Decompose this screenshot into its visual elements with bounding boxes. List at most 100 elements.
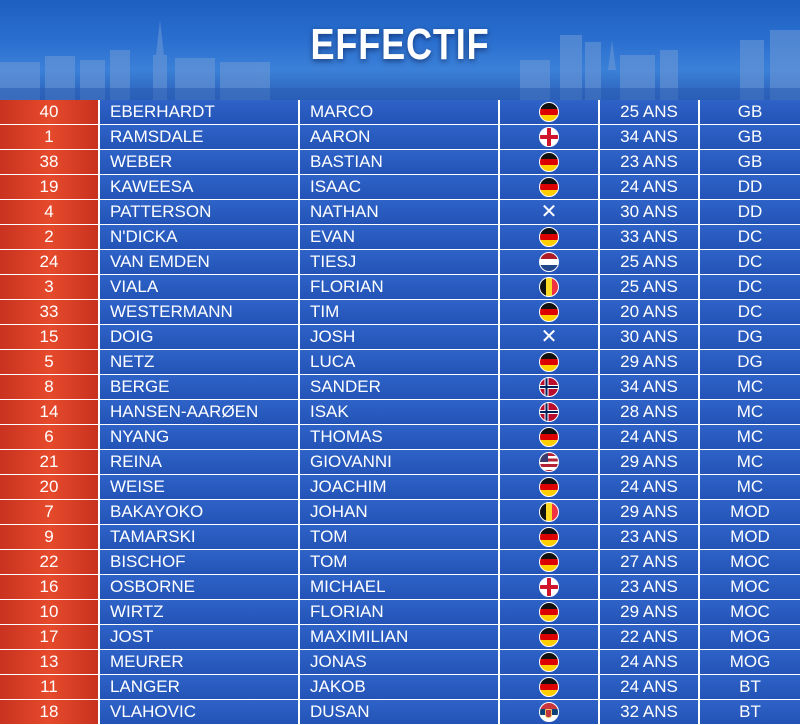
usa-flag-icon [539, 452, 559, 472]
table-row: 7 BAKAYOKO JOHAN 29 ANS MOD [0, 500, 800, 525]
table-row: 17 JOST MAXIMILIAN 22 ANS MOG [0, 625, 800, 650]
player-position: DC [700, 275, 800, 299]
table-row: 16 OSBORNE MICHAEL 23 ANS MOC [0, 575, 800, 600]
player-first-name: MAXIMILIAN [300, 625, 500, 649]
player-last-name: MEURER [100, 650, 300, 674]
player-nationality [500, 225, 600, 249]
player-age: 29 ANS [600, 350, 700, 374]
player-position: DG [700, 350, 800, 374]
player-number: 4 [0, 200, 100, 224]
player-nationality [500, 450, 600, 474]
player-nationality [500, 300, 600, 324]
player-nationality [500, 375, 600, 399]
player-position: DG [700, 325, 800, 349]
player-nationality [500, 150, 600, 174]
england-flag-icon [539, 127, 559, 147]
player-first-name: FLORIAN [300, 600, 500, 624]
player-age: 24 ANS [600, 675, 700, 699]
player-position: DC [700, 300, 800, 324]
player-number: 20 [0, 475, 100, 499]
table-row: 38 WEBER BASTIAN 23 ANS GB [0, 150, 800, 175]
player-number: 40 [0, 100, 100, 124]
player-nationality: ✕ [500, 200, 600, 224]
player-first-name: JOHAN [300, 500, 500, 524]
germany-flag-icon [539, 677, 559, 697]
table-row: 9 TAMARSKI TOM 23 ANS MOD [0, 525, 800, 550]
belgium-flag-icon [539, 502, 559, 522]
england-flag-icon [539, 577, 559, 597]
player-first-name: EVAN [300, 225, 500, 249]
player-position: MOC [700, 550, 800, 574]
city-skyline-image [0, 20, 800, 100]
table-row: 8 BERGE SANDER 34 ANS MC [0, 375, 800, 400]
player-nationality [500, 675, 600, 699]
player-nationality [500, 475, 600, 499]
table-row: 3 VIALA FLORIAN 25 ANS DC [0, 275, 800, 300]
player-position: MC [700, 375, 800, 399]
table-row: 13 MEURER JONAS 24 ANS MOG [0, 650, 800, 675]
player-position: GB [700, 150, 800, 174]
player-last-name: HANSEN-AARØEN [100, 400, 300, 424]
player-number: 24 [0, 250, 100, 274]
germany-flag-icon [539, 152, 559, 172]
player-number: 16 [0, 575, 100, 599]
player-position: MC [700, 425, 800, 449]
table-row: 18 VLAHOVIC DUSAN 32 ANS BT [0, 700, 800, 725]
table-row: 4 PATTERSON NATHAN ✕ 30 ANS DD [0, 200, 800, 225]
table-row: 22 BISCHOF TOM 27 ANS MOC [0, 550, 800, 575]
player-number: 8 [0, 375, 100, 399]
player-first-name: THOMAS [300, 425, 500, 449]
table-row: 1 RAMSDALE AARON 34 ANS GB [0, 125, 800, 150]
player-last-name: RAMSDALE [100, 125, 300, 149]
player-last-name: JOST [100, 625, 300, 649]
player-last-name: REINA [100, 450, 300, 474]
player-position: DD [700, 175, 800, 199]
player-first-name: MARCO [300, 100, 500, 124]
germany-flag-icon [539, 177, 559, 197]
player-age: 23 ANS [600, 575, 700, 599]
player-first-name: TOM [300, 550, 500, 574]
table-row: 19 KAWEESA ISAAC 24 ANS DD [0, 175, 800, 200]
table-row: 21 REINA GIOVANNI 29 ANS MC [0, 450, 800, 475]
player-number: 2 [0, 225, 100, 249]
player-age: 34 ANS [600, 375, 700, 399]
player-number: 18 [0, 700, 100, 724]
germany-flag-icon [539, 652, 559, 672]
player-number: 5 [0, 350, 100, 374]
player-number: 6 [0, 425, 100, 449]
player-nationality [500, 400, 600, 424]
player-position: MC [700, 450, 800, 474]
player-position: MOD [700, 525, 800, 549]
player-nationality [500, 550, 600, 574]
player-first-name: SANDER [300, 375, 500, 399]
germany-flag-icon [539, 427, 559, 447]
player-first-name: TOM [300, 525, 500, 549]
germany-flag-icon [539, 102, 559, 122]
player-age: 24 ANS [600, 425, 700, 449]
player-position: GB [700, 100, 800, 124]
player-last-name: PATTERSON [100, 200, 300, 224]
player-number: 3 [0, 275, 100, 299]
player-age: 33 ANS [600, 225, 700, 249]
player-nationality: ✕ [500, 325, 600, 349]
player-last-name: DOIG [100, 325, 300, 349]
player-age: 25 ANS [600, 100, 700, 124]
player-last-name: NETZ [100, 350, 300, 374]
player-age: 28 ANS [600, 400, 700, 424]
player-nationality [500, 625, 600, 649]
player-first-name: JONAS [300, 650, 500, 674]
player-nationality [500, 250, 600, 274]
player-nationality [500, 575, 600, 599]
player-age: 29 ANS [600, 600, 700, 624]
norway-flag-icon [539, 377, 559, 397]
table-row: 10 WIRTZ FLORIAN 29 ANS MOC [0, 600, 800, 625]
player-position: GB [700, 125, 800, 149]
player-last-name: TAMARSKI [100, 525, 300, 549]
table-row: 14 HANSEN-AARØEN ISAK 28 ANS MC [0, 400, 800, 425]
header-banner: EFFECTIF [0, 0, 800, 100]
player-position: MC [700, 400, 800, 424]
player-first-name: TIM [300, 300, 500, 324]
player-nationality [500, 350, 600, 374]
germany-flag-icon [539, 602, 559, 622]
player-nationality [500, 700, 600, 724]
